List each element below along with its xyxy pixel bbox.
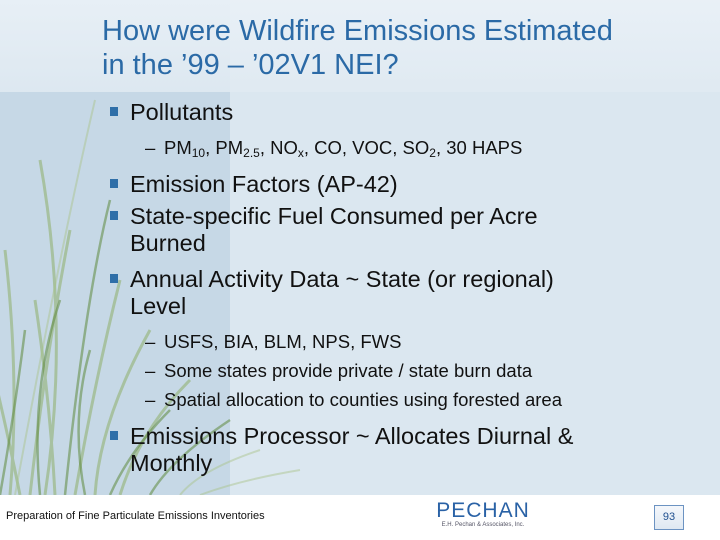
- dash-marker: –: [145, 360, 156, 381]
- pollutant-nox: NOx: [270, 137, 304, 160]
- bullet-text-line-2: Monthly: [130, 450, 213, 476]
- sub-item: – Some states provide private / state bu…: [145, 360, 720, 382]
- bullet-marker: [110, 107, 118, 116]
- sub-item-text: USFS, BIA, BLM, NPS, FWS: [164, 331, 402, 352]
- slide-content: Pollutants – PM10, PM2.5, NOx, CO, VOC, …: [110, 99, 720, 477]
- bullet-text-line-1: State-specific Fuel Consumed per Acre: [130, 203, 538, 229]
- slide-footer: Preparation of Fine Particulate Emission…: [0, 495, 720, 540]
- bullet-marker: [110, 274, 118, 283]
- bullet-text-line-1: Emissions Processor ~ Allocates Diurnal …: [130, 423, 574, 449]
- pechan-logo-subtitle: E.H. Pechan & Associates, Inc.: [441, 522, 525, 528]
- pollutant-pm10: PM10: [164, 137, 206, 160]
- bullet-activity-data: Annual Activity Data ~ State (or regiona…: [110, 266, 690, 320]
- bullet-marker: [110, 431, 118, 440]
- bullet-marker: [110, 179, 118, 188]
- bullet-fuel-consumed: State-specific Fuel Consumed per Acre Bu…: [110, 203, 690, 257]
- pollutant-pm25: PM2.5: [215, 137, 260, 160]
- bullet-text: Pollutants: [130, 99, 234, 125]
- bullet-text-line-2: Level: [130, 293, 187, 319]
- bullet-text-line-2: Burned: [130, 230, 206, 256]
- slide-title: How were Wildfire Emissions Estimated in…: [102, 14, 702, 82]
- title-line-2: in the ’99 – ’02V1 NEI?: [102, 49, 399, 81]
- footer-text: Preparation of Fine Particulate Emission…: [6, 510, 265, 522]
- dash-marker: –: [145, 331, 156, 352]
- pechan-logo: PECHAN: [436, 499, 530, 522]
- bullet-marker: [110, 211, 118, 220]
- sub-item: – USFS, BIA, BLM, NPS, FWS: [145, 331, 720, 353]
- bullet-emission-factors: Emission Factors (AP-42): [110, 171, 690, 198]
- pollutant-co-voc-so2: CO, VOC, SO2: [314, 137, 436, 160]
- sub-item-text: Some states provide private / state burn…: [164, 360, 533, 381]
- bullet-text: Emission Factors (AP-42): [130, 171, 398, 197]
- bullet-pollutants: Pollutants: [110, 99, 690, 126]
- bullet-emissions-processor: Emissions Processor ~ Allocates Diurnal …: [110, 423, 690, 477]
- pollutant-haps: 30 HAPS: [446, 137, 523, 158]
- dash-marker: –: [145, 389, 156, 410]
- sub-item-text: Spatial allocation to counties using for…: [164, 389, 563, 410]
- bullet-text-line-1: Annual Activity Data ~ State (or regiona…: [130, 266, 554, 292]
- sub-item: – Spatial allocation to counties using f…: [145, 389, 720, 411]
- title-line-1: How were Wildfire Emissions Estimated: [102, 15, 613, 47]
- page-number: 93: [654, 505, 684, 530]
- dash-marker: –: [145, 137, 156, 158]
- title-band: How were Wildfire Emissions Estimated in…: [0, 0, 720, 92]
- pollutant-list: – PM10, PM2.5, NOx, CO, VOC, SO2, 30 HAP…: [145, 137, 523, 160]
